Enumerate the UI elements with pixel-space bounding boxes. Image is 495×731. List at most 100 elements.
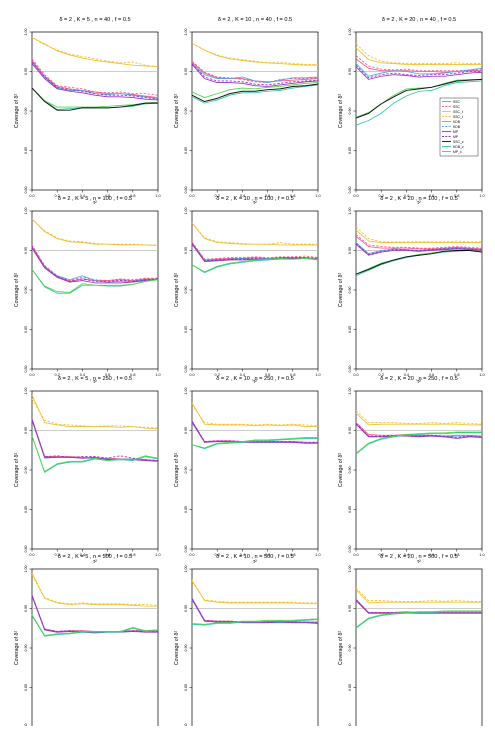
- series-line-mp-dashed: [191, 420, 318, 443]
- legend-label: MP: [453, 135, 459, 139]
- series-line-kdb-c: [355, 432, 482, 455]
- legend-label: SSC: [453, 100, 461, 104]
- y-tick-label: 0.85: [24, 147, 28, 154]
- series-line-kdb-c: [191, 619, 319, 626]
- panel-8: δ = 2 , K = 10 , n = 250 , f = 0.5 0.0 0.2…: [174, 376, 321, 565]
- panel-title: δ = 2 , K = 10 , n = 250 , f = 0.5: [216, 376, 293, 382]
- y-axis-label: Coverage of δ²: [338, 453, 344, 488]
- y-axis-label: Coverage of δ²: [174, 453, 180, 488]
- y-tick-label: 0.90: [348, 108, 352, 115]
- legend-label: KDB: [453, 120, 461, 124]
- y-tick-label: 0.95: [24, 68, 28, 75]
- series-line-ssc: [355, 422, 483, 437]
- series-line-mp-dashed: [191, 598, 319, 624]
- y-tick-label: 0.85: [24, 506, 28, 513]
- plot-frame: [191, 210, 319, 370]
- x-axis-label: τ²: [417, 379, 421, 385]
- x-axis-label: τ²: [93, 559, 97, 565]
- y-tick-label: 0.95: [184, 605, 188, 612]
- series-line-mp-dashed: [355, 64, 482, 79]
- y-tick-label: 0.80: [348, 187, 352, 194]
- x-tick-label: 0.4: [404, 553, 409, 557]
- y-tick-label: 0.80: [348, 366, 352, 373]
- x-axis-label: τ²: [417, 559, 421, 565]
- x-tick-label: 0.8: [130, 373, 135, 377]
- series-line-kdb-c: [191, 84, 319, 104]
- series-line-ssc-t: [191, 42, 318, 66]
- x-tick-label: 0.8: [290, 553, 295, 557]
- series-line-mp: [31, 419, 159, 462]
- legend-label: MP_c: [453, 150, 462, 154]
- series-line-ssc: [31, 418, 159, 461]
- series-line-ssc-c: [355, 250, 483, 275]
- x-tick-label: 1.0: [479, 373, 484, 377]
- y-tick-label: 0.90: [348, 645, 352, 652]
- x-tick-label: 0.8: [454, 553, 459, 557]
- x-tick-label: 0.0: [189, 373, 194, 377]
- y-tick-label: 0.90: [184, 467, 188, 474]
- series-line-mp-dashed: [355, 423, 483, 439]
- panel-12: δ = 2 , K = 20 , n = 500 , f = 0.5 0.0 0.2…: [338, 554, 483, 731]
- x-axis-label: τ²: [93, 379, 97, 385]
- panel-9: δ = 2 , K = 20 , n = 250 , f = 0.5 0.0 0.2…: [338, 376, 485, 565]
- series-line-kdb: [31, 247, 159, 283]
- series-line-ssc-dashed: [191, 241, 319, 260]
- y-axis-label: Coverage of δ²: [338, 94, 344, 129]
- panel-4: δ = 2 , K = 5 , n = 100 , f = 0.5 0.0 0.2 0…: [14, 196, 161, 385]
- series-line-ssc-t-dashed: [355, 410, 483, 425]
- y-tick-label: 0.90: [24, 467, 28, 474]
- y-tick-label: 0.95: [24, 427, 28, 434]
- series-line-mp: [191, 243, 319, 262]
- y-tick-label: 0.90: [348, 287, 352, 294]
- plot-frame: [191, 390, 319, 550]
- plot-frame: [355, 210, 483, 370]
- panel-title: δ = 2 , K = 20 , n = 40 , f = 0.5: [382, 17, 456, 23]
- y-tick-label: 1.00: [24, 388, 28, 395]
- series-line-ssc-dashed: [31, 244, 158, 281]
- series-line-mp-c: [31, 269, 159, 293]
- x-tick-label: 0.6: [429, 553, 434, 557]
- panel-11: δ = 2 , K = 10 , n = 500 , f = 0.5 0.0 0.2…: [174, 554, 319, 731]
- x-tick-label: 0.2: [55, 373, 60, 377]
- x-tick-label: 1.0: [155, 194, 160, 198]
- series-line-ssc-t-dashed: [31, 37, 159, 68]
- series-line-ssc-t-dashed: [31, 398, 159, 429]
- series-line-mp: [355, 423, 483, 439]
- series-line-kdb-c: [31, 615, 159, 637]
- x-tick-label: 0.6: [265, 553, 270, 557]
- x-axis-label: τ²: [253, 200, 257, 206]
- series-line-mp-c: [31, 87, 159, 108]
- series-line-ssc-dashed: [191, 60, 319, 83]
- series-line-mp-dashed: [31, 594, 158, 633]
- series-line-mp-c: [31, 614, 159, 636]
- series-line-mp-dashed: [191, 63, 319, 86]
- panel-10: δ = 2 , K = 5 , n = 500 , f = 0.5 0.0 0.2 0…: [14, 554, 159, 731]
- series-line-ssc-t-dashed: [355, 43, 482, 65]
- y-tick-label: 0.90: [184, 287, 188, 294]
- panel-7: δ = 2 , K = 5 , n = 250 , f = 0.5 0.0 0.2 0…: [14, 376, 161, 565]
- series-line-ssc-t: [355, 229, 482, 244]
- x-tick-label: 0.4: [404, 194, 409, 198]
- legend-label: KDB_c: [453, 145, 464, 149]
- legend-label: SSC_t: [453, 115, 463, 119]
- y-tick-label: 1.00: [24, 566, 28, 573]
- x-tick-label: 1.0: [479, 194, 484, 198]
- panel-3: δ = 2 , K = 20 , n = 40 , f = 0.5 0.0 0.2 0…: [338, 17, 485, 206]
- series-line-ssc-t: [191, 402, 318, 427]
- x-tick-label: 0.6: [105, 553, 110, 557]
- series-line-mp: [191, 598, 319, 624]
- y-tick-label: 0.85: [348, 326, 352, 333]
- series-line-mp-c: [355, 431, 482, 454]
- y-tick-label: 0.95: [184, 68, 188, 75]
- y-tick-label: 0.95: [348, 427, 352, 434]
- panel-title: δ = 2 , K = 5 , n = 500 , f = 0.5: [58, 554, 132, 560]
- x-tick-label: 0.8: [454, 373, 459, 377]
- series-line-mp: [31, 595, 158, 634]
- x-tick-label: 1.0: [315, 373, 320, 377]
- series-line-ssc-dashed: [355, 234, 483, 249]
- series-line-ssc-t-dashed: [355, 226, 482, 243]
- x-tick-label: 0.0: [189, 553, 194, 557]
